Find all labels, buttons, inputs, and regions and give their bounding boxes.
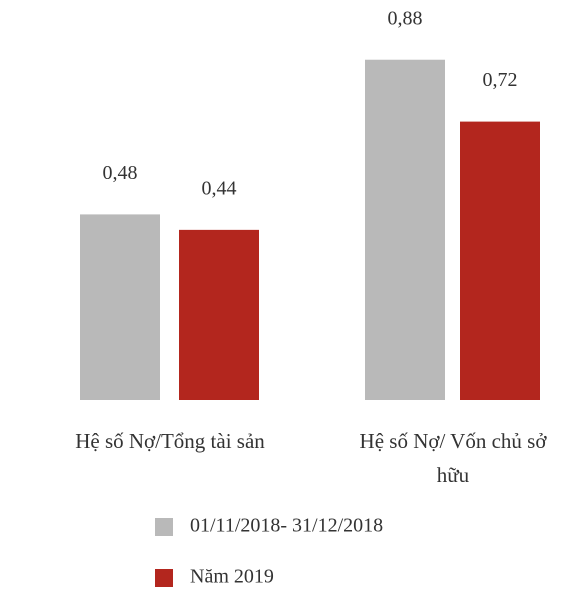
bar [460, 121, 540, 400]
data-label: 0,88 [388, 7, 423, 29]
bar [179, 229, 259, 400]
legend-label: 01/11/2018- 31/12/2018 [190, 515, 383, 537]
legend-swatch [155, 518, 173, 536]
bar [365, 59, 445, 400]
category-label: Hệ số Nợ/ Vốn chủ sở hữu [359, 429, 547, 487]
legend-label: Năm 2019 [190, 566, 274, 588]
category-label: Hệ số Nợ/Tổng tài sản [75, 429, 265, 453]
bar [80, 214, 160, 400]
data-label: 0,44 [202, 177, 237, 199]
data-label: 0,72 [483, 69, 518, 91]
data-label: 0,48 [103, 162, 138, 184]
legend-swatch [155, 569, 173, 587]
